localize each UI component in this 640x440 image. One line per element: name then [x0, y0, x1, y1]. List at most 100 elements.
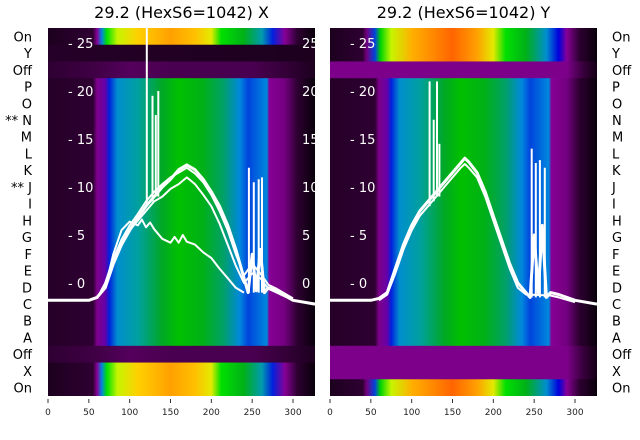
row-label: F: [612, 248, 619, 263]
heatmap-row-n: [330, 111, 598, 129]
heatmap-row-c: [330, 295, 598, 313]
heatmap-row-j: [330, 178, 598, 196]
xtick-label: 300: [566, 408, 583, 418]
xtick-label: 50: [83, 408, 95, 418]
heatmap-row-off: [330, 61, 598, 79]
overlay-ytick-label: - 20: [68, 85, 93, 100]
row-label: C: [612, 298, 621, 313]
row-label: Off: [13, 64, 33, 79]
heatmap-row-x: [48, 362, 316, 380]
row-label: F: [25, 248, 32, 263]
heatmap-row-y: [48, 44, 316, 62]
heatmap-row-m: [48, 128, 316, 146]
panel-x: 29.2 (HexS6=1042) X- 0 0- 5 5- 10 10- 15 15-…: [5, 3, 319, 418]
overlay-ytick-label-clipped: 5: [302, 229, 310, 244]
row-label: X: [612, 365, 621, 380]
heatmap-row-l: [48, 145, 316, 163]
row-label: B: [612, 315, 621, 330]
heatmap-row-h: [48, 212, 316, 230]
row-label: On: [14, 30, 32, 45]
heatmap-row-n: [48, 111, 316, 129]
overlay-ytick-label: - 0: [350, 277, 367, 292]
heatmap: - 0 - 5 - 10 - 15 - 20 - 25: [330, 28, 598, 396]
heatmap-row-off: [330, 345, 598, 364]
heatmap-row-e: [48, 262, 316, 280]
heatmap-row-i: [330, 195, 598, 213]
xtick-label: 250: [244, 408, 261, 418]
overlay-ytick-label: - 5: [68, 229, 85, 244]
row-label: ** N: [5, 114, 32, 129]
row-label: Off: [612, 348, 632, 363]
row-label: On: [612, 30, 630, 45]
heatmap-row-o: [330, 94, 598, 113]
row-label: Y: [23, 47, 32, 62]
heatmap-row-h: [330, 212, 598, 230]
heatmap-row-f: [48, 245, 316, 263]
heatmap-row-p: [48, 78, 316, 96]
xtick-label: 150: [444, 408, 461, 418]
heatmap-row-on: [330, 28, 598, 46]
row-label: P: [24, 81, 32, 96]
row-label: Off: [612, 64, 632, 79]
row-label: G: [612, 231, 622, 246]
overlay-ytick-label: - 10: [350, 181, 375, 196]
row-label: I: [612, 198, 616, 213]
row-label: B: [23, 315, 32, 330]
heatmap-row-m: [330, 128, 598, 146]
heatmap-row-off: [48, 345, 316, 364]
overlay-ytick-label: - 25: [350, 37, 375, 52]
heatmap-row-e: [330, 262, 598, 280]
xtick-label: 250: [526, 408, 543, 418]
line-trace-4: [104, 218, 245, 294]
overlay-ytick-label-clipped: 20: [302, 85, 319, 100]
heatmap-row-on: [48, 28, 316, 46]
row-label: L: [25, 147, 33, 162]
heatmap-row-i: [48, 195, 316, 213]
xtick-label: 100: [121, 408, 138, 418]
row-label: L: [612, 147, 620, 162]
heatmap-row-b: [48, 312, 316, 330]
row-label: ** J: [11, 181, 32, 196]
heatmap-row-k: [330, 161, 598, 180]
heatmap-row-x: [330, 362, 598, 380]
heatmap-row-l: [330, 145, 598, 163]
row-label: H: [22, 214, 32, 229]
row-label: X: [23, 365, 32, 380]
heatmap-row-b: [330, 312, 598, 330]
overlay-ytick-label: - 10: [68, 181, 93, 196]
xtick-label: 100: [403, 408, 420, 418]
row-label: M: [612, 131, 623, 146]
heatmap-row-f: [330, 245, 598, 263]
overlay-ytick-label: - 20: [350, 85, 375, 100]
row-label: A: [23, 331, 32, 346]
row-label: P: [612, 81, 620, 96]
row-label: Y: [611, 47, 620, 62]
panel-y: 29.2 (HexS6=1042) Y - 0 - 5 - 10 - 15 - 20 - 2…: [327, 3, 632, 418]
row-label: M: [21, 131, 32, 146]
xtick-label: 50: [365, 408, 377, 418]
chart-title: 29.2 (HexS6=1042) X: [94, 3, 269, 22]
row-label: G: [22, 231, 32, 246]
overlay-ytick-label: - 5: [350, 229, 367, 244]
heatmap-row-g: [330, 228, 598, 246]
row-label: D: [612, 281, 622, 296]
chart-title: 29.2 (HexS6=1042) Y: [377, 3, 551, 22]
row-label: O: [612, 97, 622, 112]
row-label: K: [612, 164, 621, 179]
row-label: On: [612, 382, 630, 397]
row-label: E: [24, 265, 32, 280]
overlay-ytick-label-clipped: 10: [302, 181, 319, 196]
heatmap-row-on: [48, 379, 316, 396]
overlay-ytick-label: - 25: [68, 37, 93, 52]
row-label: O: [22, 97, 32, 112]
line-trace-1: [330, 156, 598, 306]
heatmap: - 0 0 - 5 5 - 10 10 - 15 15 - 20 20 - 25 25: [48, 28, 319, 396]
xtick-label: 0: [327, 408, 333, 418]
xtick-label: 0: [45, 408, 51, 418]
row-label: On: [14, 382, 32, 397]
row-label: D: [22, 281, 32, 296]
xtick-label: 200: [203, 408, 220, 418]
row-label: E: [612, 265, 620, 280]
xtick-label: 300: [284, 408, 301, 418]
